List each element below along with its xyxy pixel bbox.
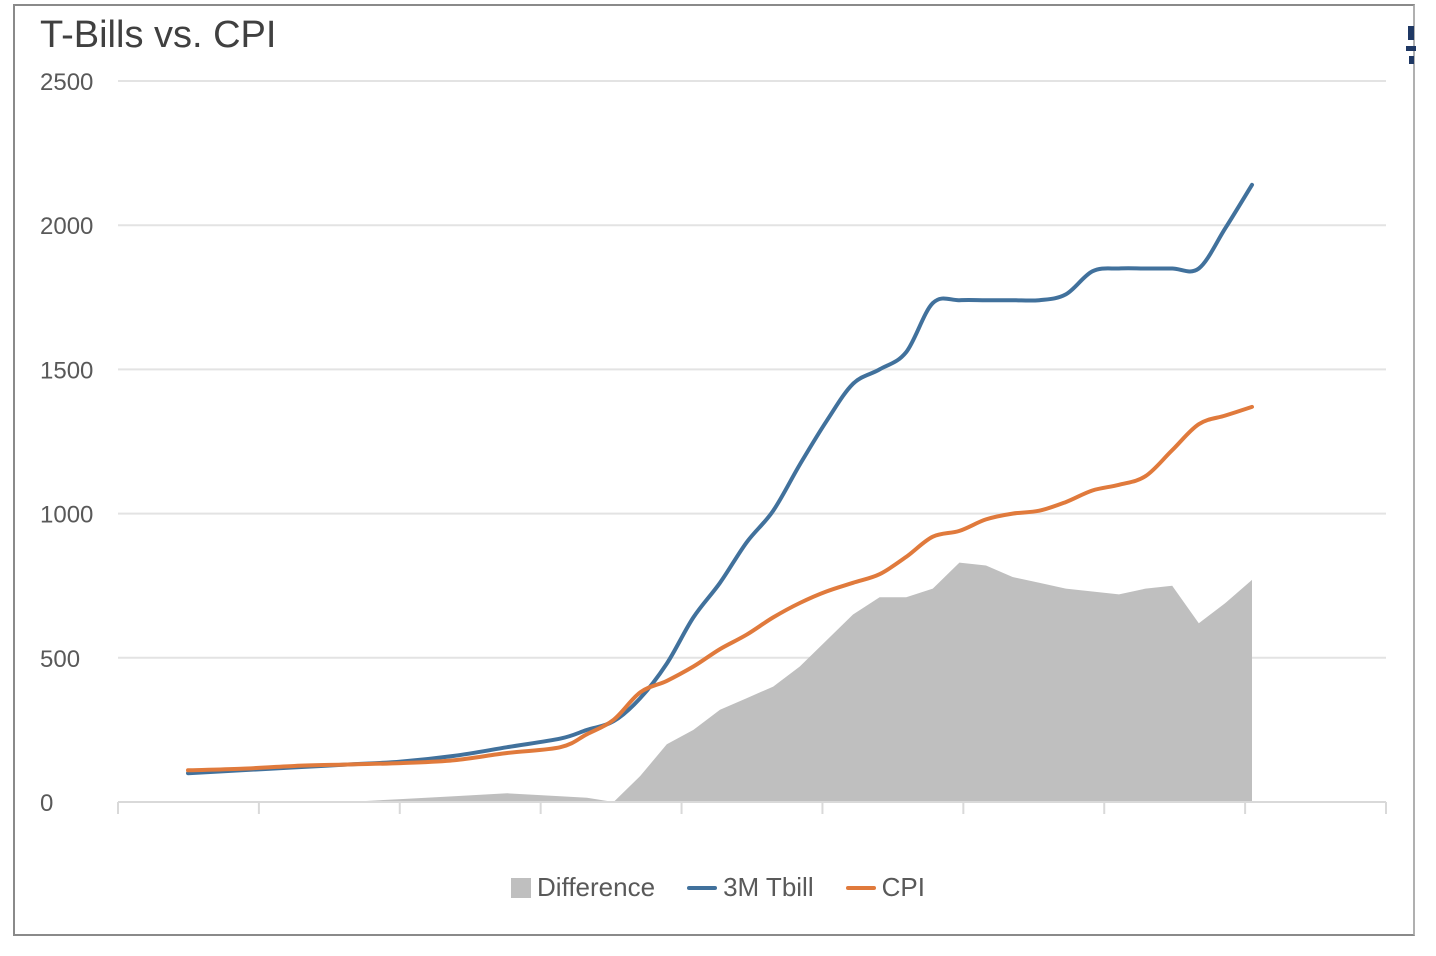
legend-label-difference: Difference — [537, 872, 656, 902]
y-tick-label: 2500 — [40, 69, 93, 96]
difference-swatch — [511, 877, 532, 898]
legend-item-tbill: 3M Tbill — [687, 872, 814, 903]
cpi-swatch — [845, 885, 876, 890]
gridlines — [118, 80, 1386, 659]
series-area-difference — [188, 562, 1252, 802]
legend-item-cpi: CPI — [845, 872, 925, 903]
legend-label-tbill: 3M Tbill — [723, 872, 814, 902]
y-tick-label: 0 — [40, 790, 53, 817]
y-axis-tick-labels: 0 500 1000 1500 2000 2500 — [40, 69, 93, 817]
y-tick-label: 1000 — [40, 502, 93, 529]
y-tick-label: 500 — [40, 646, 80, 673]
y-tick-label: 2000 — [40, 213, 93, 240]
line-series-layer — [186, 182, 1254, 776]
chart-title: T-Bills vs. CPI — [40, 14, 277, 56]
tbill-swatch — [687, 885, 718, 890]
legend-label-cpi: CPI — [881, 872, 925, 902]
area-series-layer — [188, 562, 1252, 802]
series-line-tbill — [186, 182, 1254, 776]
y-tick-label: 1500 — [40, 357, 93, 384]
x-axis — [117, 801, 1387, 814]
legend-item-difference: Difference — [511, 872, 655, 903]
cropped-logo-fragment — [1406, 26, 1416, 64]
series-line-cpi — [186, 404, 1254, 773]
legend: Difference 3M Tbill CPI — [0, 872, 1436, 903]
